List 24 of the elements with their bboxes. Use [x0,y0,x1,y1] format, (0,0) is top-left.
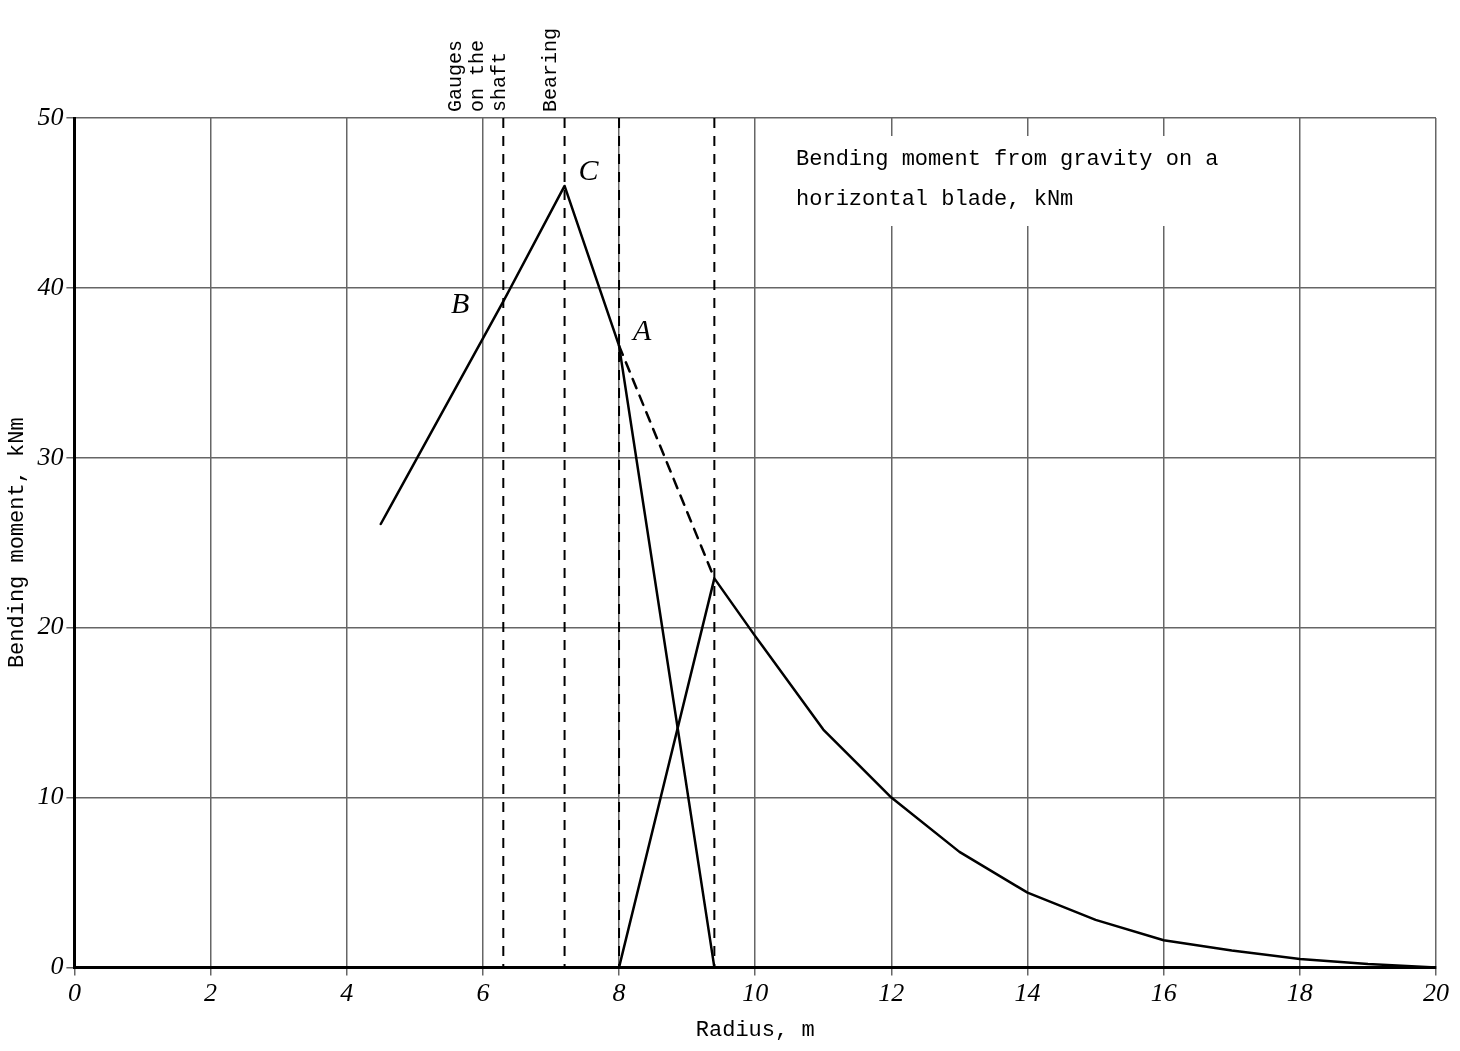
x-tick-label: 18 [1286,977,1313,1007]
x-axis-title: Radius, m [695,1017,815,1043]
y-tick-label: 50 [37,101,64,131]
y-tick-label: 40 [37,271,64,301]
annotation: A [631,312,653,346]
y-tick-label: 0 [50,951,64,981]
annotation: Bending moment from gravity on a horizontal blade, kNm [796,146,1219,212]
x-tick-label: 6 [476,977,490,1007]
x-tick-label: 20 [1423,977,1449,1007]
y-axis-title: Bending moment, kNm [5,417,31,669]
x-tick-label: 2 [204,977,218,1007]
x-tick-label: 8 [612,977,626,1007]
y-tick-label: 30 [36,441,64,471]
x-tick-label: 16 [1150,977,1177,1007]
x-tick-label: 14 [1014,977,1041,1007]
annotation: C [578,152,600,186]
ref-line-label: Gauges on the shaft [443,39,511,112]
x-tick-label: 10 [742,977,769,1007]
ref-line-label: Bearing [538,27,562,112]
y-tick-label: 10 [37,781,64,811]
x-tick-label: 12 [878,977,905,1007]
annotation: B [450,286,470,320]
y-tick-label: 20 [37,611,64,641]
x-tick-label: 4 [340,977,354,1007]
